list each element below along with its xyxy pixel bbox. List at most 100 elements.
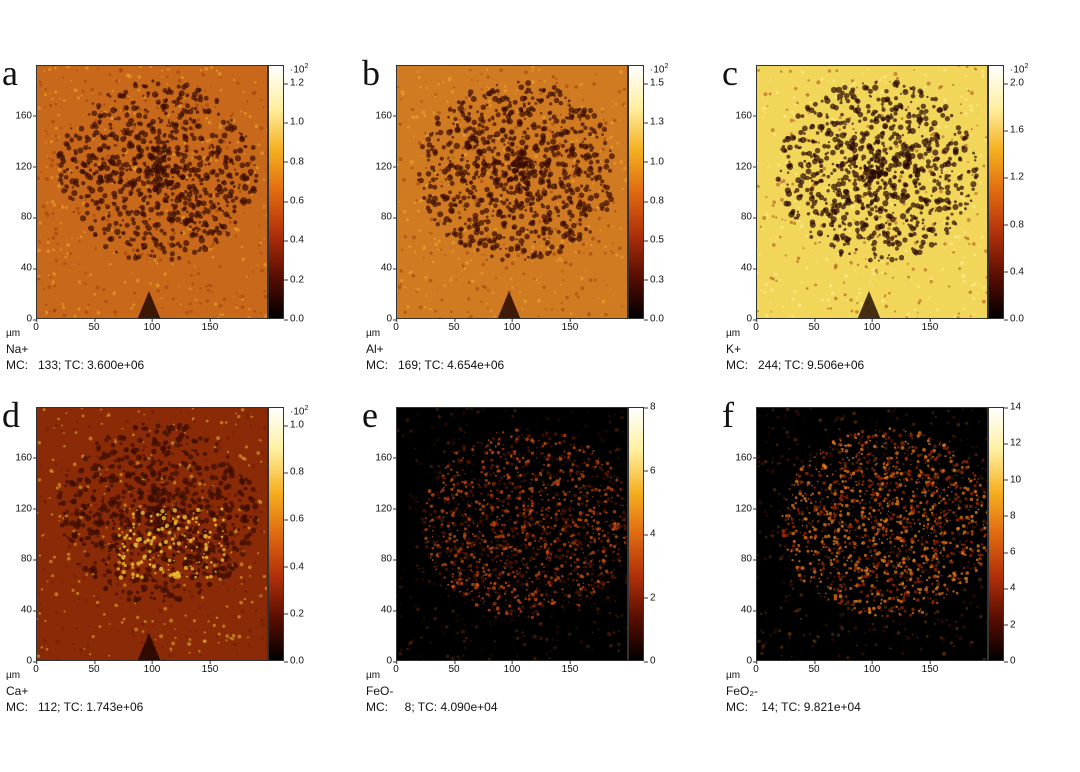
colorbar-tick-label: 0.2 — [290, 274, 304, 285]
colorbar-tick-label: 0.8 — [1010, 219, 1024, 230]
colorbar-tick-label: 0.2 — [290, 608, 304, 619]
color-bar — [628, 65, 644, 319]
y-tick-label: 160 — [375, 452, 392, 463]
y-tick-label: 40 — [741, 263, 752, 274]
x-tick-label: 150 — [922, 322, 939, 333]
unit-label: µm — [366, 328, 380, 339]
y-tick-label: 160 — [735, 110, 752, 121]
color-bar — [988, 65, 1004, 319]
color-bar — [268, 65, 284, 319]
x-tick-label: 100 — [864, 664, 881, 675]
y-tick-label: 40 — [381, 605, 392, 616]
ion-map-texture — [757, 66, 988, 319]
counts-label: MC: 133; TC: 3.600e+06 — [6, 358, 144, 372]
y-tick-label: 80 — [21, 554, 32, 565]
x-tick-label: 100 — [144, 664, 161, 675]
y-tick-label: 0 — [746, 656, 752, 667]
y-tick-label: 80 — [381, 212, 392, 223]
colorbar-tick-label: 0.0 — [290, 656, 304, 667]
x-tick-label: 150 — [202, 664, 219, 675]
ion-map-texture — [37, 408, 268, 661]
y-tick-label: 40 — [21, 605, 32, 616]
ion-map-image — [756, 407, 988, 661]
x-tick-label: 0 — [33, 664, 39, 675]
y-tick-label: 80 — [381, 554, 392, 565]
y-tick-label: 40 — [381, 263, 392, 274]
colorbar-tick-label: 0.0 — [1010, 314, 1024, 325]
colorbar-tick-label: 4 — [1010, 583, 1016, 594]
y-tick-label: 160 — [15, 452, 32, 463]
x-tick-label: 50 — [808, 322, 819, 333]
x-tick-label: 0 — [33, 322, 39, 333]
colorbar-tick-label: 0.8 — [650, 196, 664, 207]
x-tick-label: 100 — [144, 322, 161, 333]
x-tick-label: 0 — [393, 664, 399, 675]
colorbar-tick-label: 0.4 — [290, 561, 304, 572]
colorbar-tick-label: 0 — [1010, 656, 1016, 667]
x-tick-label: 50 — [448, 664, 459, 675]
x-tick-label: 50 — [448, 322, 459, 333]
ion-map-texture — [397, 66, 628, 319]
ion-map-image — [36, 65, 268, 319]
colorbar-tick-label: 1.2 — [290, 78, 304, 89]
y-tick-label: 0 — [386, 656, 392, 667]
colorbar-tick-label: 0.6 — [290, 196, 304, 207]
y-tick-label: 80 — [741, 212, 752, 223]
y-tick-label: 120 — [15, 161, 32, 172]
ion-map-image — [756, 65, 988, 319]
unit-label: µm — [6, 328, 20, 339]
x-tick-label: 150 — [562, 322, 579, 333]
colorbar-tick-label: 1.3 — [650, 117, 664, 128]
x-axis: 0 50 100 150 — [756, 319, 1010, 335]
x-axis: 0 50 100 150 — [36, 661, 290, 677]
colorbar-tick-label: 0.3 — [650, 274, 664, 285]
colorbar-tick-label: 0 — [650, 656, 656, 667]
color-bar — [268, 407, 284, 661]
y-tick-label: 80 — [741, 554, 752, 565]
ion-map-texture — [757, 408, 988, 661]
y-tick-label: 160 — [735, 452, 752, 463]
color-bar — [988, 407, 1004, 661]
y-tick-label: 40 — [741, 605, 752, 616]
counts-label: MC: 8; TC: 4.090e+04 — [366, 700, 498, 714]
x-tick-label: 0 — [393, 322, 399, 333]
colorbar-tick-label: 12 — [1010, 438, 1021, 449]
y-tick-label: 160 — [375, 110, 392, 121]
color-bar — [628, 407, 644, 661]
ion-map-texture — [37, 66, 268, 319]
colorbar-tick-label: 0.4 — [290, 235, 304, 246]
unit-label: µm — [726, 670, 740, 681]
y-tick-label: 120 — [735, 161, 752, 172]
colorbar-exponent: ·102 — [290, 405, 308, 417]
y-tick-label: 0 — [386, 314, 392, 325]
x-tick-label: 150 — [562, 664, 579, 675]
x-tick-label: 150 — [922, 664, 939, 675]
colorbar-tick-label: 4 — [650, 529, 656, 540]
ion-label: K+ — [726, 342, 741, 356]
y-tick-label: 160 — [15, 110, 32, 121]
colorbar-tick-label: 2 — [650, 592, 656, 603]
x-tick-label: 50 — [88, 664, 99, 675]
ion-label: Na+ — [6, 342, 28, 356]
colorbar-tick-label: 6 — [650, 465, 656, 476]
colorbar-tick-label: 0.6 — [290, 514, 304, 525]
x-tick-label: 0 — [753, 322, 759, 333]
colorbar-exponent: ·102 — [290, 63, 308, 75]
y-tick-label: 0 — [26, 656, 32, 667]
x-tick-label: 100 — [864, 322, 881, 333]
colorbar-tick-label: 0.0 — [650, 314, 664, 325]
ion-map-texture — [397, 408, 628, 661]
colorbar-tick-label: 2.0 — [1010, 78, 1024, 89]
y-tick-label: 120 — [375, 161, 392, 172]
